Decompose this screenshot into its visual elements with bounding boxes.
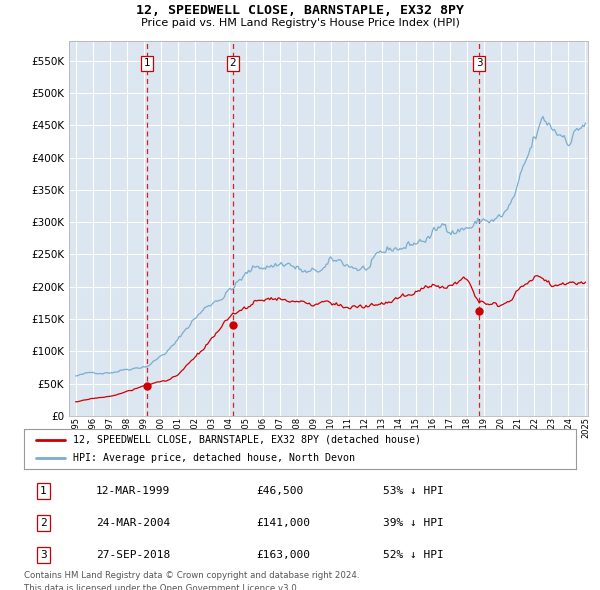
Text: 3: 3: [476, 58, 482, 68]
Text: 24-MAR-2004: 24-MAR-2004: [96, 518, 170, 528]
Text: Price paid vs. HM Land Registry's House Price Index (HPI): Price paid vs. HM Land Registry's House …: [140, 18, 460, 28]
Text: 12-MAR-1999: 12-MAR-1999: [96, 486, 170, 496]
Text: HPI: Average price, detached house, North Devon: HPI: Average price, detached house, Nort…: [73, 453, 355, 463]
Text: 2: 2: [40, 518, 47, 528]
Text: 12, SPEEDWELL CLOSE, BARNSTAPLE, EX32 8PY (detached house): 12, SPEEDWELL CLOSE, BARNSTAPLE, EX32 8P…: [73, 435, 421, 445]
Text: Contains HM Land Registry data © Crown copyright and database right 2024.: Contains HM Land Registry data © Crown c…: [24, 571, 359, 580]
Text: This data is licensed under the Open Government Licence v3.0.: This data is licensed under the Open Gov…: [24, 584, 299, 590]
Text: £46,500: £46,500: [256, 486, 303, 496]
Text: 39% ↓ HPI: 39% ↓ HPI: [383, 518, 443, 528]
Text: 3: 3: [40, 550, 47, 560]
Text: 1: 1: [40, 486, 47, 496]
Text: 52% ↓ HPI: 52% ↓ HPI: [383, 550, 443, 560]
Text: 12, SPEEDWELL CLOSE, BARNSTAPLE, EX32 8PY: 12, SPEEDWELL CLOSE, BARNSTAPLE, EX32 8P…: [136, 4, 464, 17]
Text: 53% ↓ HPI: 53% ↓ HPI: [383, 486, 443, 496]
Text: £163,000: £163,000: [256, 550, 310, 560]
Text: 27-SEP-2018: 27-SEP-2018: [96, 550, 170, 560]
Text: 1: 1: [143, 58, 150, 68]
Text: £141,000: £141,000: [256, 518, 310, 528]
Text: 2: 2: [229, 58, 236, 68]
